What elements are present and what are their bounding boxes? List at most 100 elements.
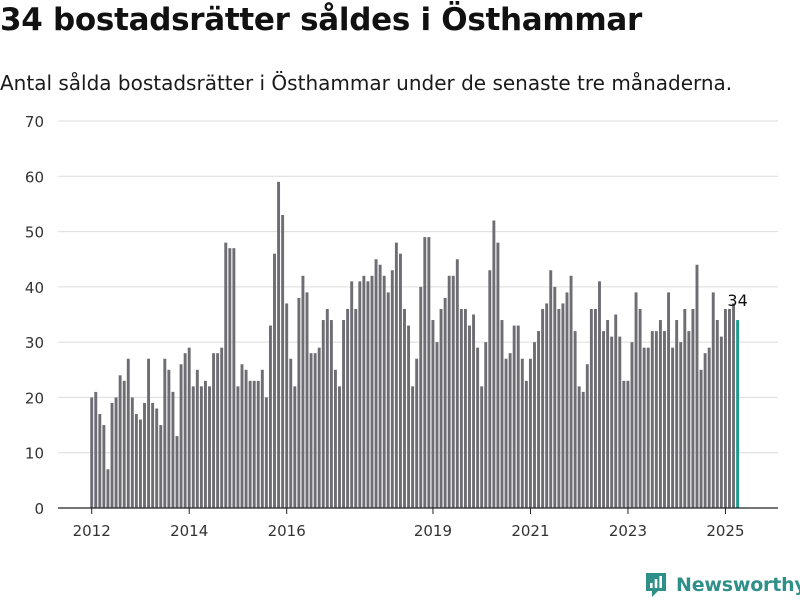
x-tick-label: 2014 [170, 522, 208, 540]
bar-chart: 0 10 20 30 40 50 60 70 2012 2014 2016 2019 2021 2023 2… [25, 113, 778, 540]
bar [573, 331, 577, 508]
bar [232, 248, 236, 508]
bar [658, 320, 662, 508]
x-tick-label: 2012 [73, 522, 111, 540]
bar [94, 391, 98, 508]
bar [187, 347, 191, 508]
bar [500, 320, 504, 508]
bar [667, 292, 671, 508]
bar [350, 281, 354, 508]
bar [329, 320, 333, 508]
bar [122, 380, 126, 508]
bar [293, 386, 297, 508]
brand-name: Newsworthy [676, 574, 800, 596]
bar [390, 270, 394, 508]
bar [565, 292, 569, 508]
bar [175, 436, 179, 508]
bar [228, 248, 232, 508]
bar [589, 308, 593, 508]
bar [297, 297, 301, 508]
x-tick-label: 2023 [609, 522, 647, 540]
bar [447, 275, 451, 508]
bar [468, 325, 471, 508]
bar [224, 242, 228, 508]
bar [496, 242, 500, 508]
bar [492, 220, 496, 508]
bar [707, 347, 711, 508]
bar [598, 281, 601, 508]
bar [545, 303, 549, 508]
bar [459, 308, 463, 508]
bar [199, 386, 203, 508]
bar [126, 358, 130, 508]
bar [650, 331, 654, 508]
bar [90, 397, 94, 508]
bar [622, 380, 626, 508]
bar [179, 364, 183, 508]
bar [313, 353, 317, 508]
bar [528, 358, 532, 508]
bar [138, 419, 142, 508]
bar [427, 237, 431, 508]
bar [346, 308, 350, 508]
bar [273, 253, 276, 508]
bar [711, 292, 715, 508]
bar [569, 275, 573, 508]
bar [488, 270, 492, 508]
highlighted-bar [736, 320, 740, 508]
y-tick-label: 40 [25, 279, 44, 297]
bar [366, 281, 370, 508]
bar [732, 303, 736, 508]
bar [114, 397, 118, 508]
bar [451, 275, 455, 508]
bar [394, 242, 398, 508]
bar [183, 353, 187, 508]
bar [463, 308, 467, 508]
bar [663, 331, 666, 508]
bar [504, 358, 508, 508]
bar [687, 331, 691, 508]
bar [370, 275, 374, 508]
bar [675, 320, 679, 508]
bar [317, 347, 321, 508]
last-value-label: 34 [727, 291, 747, 310]
bar [585, 364, 589, 508]
bar [118, 375, 122, 508]
bar [630, 342, 634, 508]
bar [537, 331, 541, 508]
bar [252, 380, 256, 508]
bar [216, 353, 220, 508]
bar [484, 342, 488, 508]
bar [325, 308, 329, 508]
bar [151, 402, 155, 508]
bar [256, 380, 260, 508]
bar [212, 353, 216, 508]
bar [512, 325, 516, 508]
y-tick-label: 0 [34, 500, 44, 518]
bar [285, 303, 289, 508]
bar [195, 369, 199, 508]
bar [106, 469, 110, 508]
bar [358, 281, 362, 508]
bar [167, 369, 171, 508]
bar [455, 259, 459, 508]
bar [130, 397, 134, 508]
bar [728, 308, 731, 508]
bar [683, 308, 687, 508]
bar [691, 308, 695, 508]
x-tick-label: 2021 [511, 522, 549, 540]
bar [159, 425, 163, 508]
bar [220, 347, 224, 508]
bar [163, 358, 167, 508]
bar [338, 386, 341, 508]
bar [533, 342, 536, 508]
bar [614, 314, 618, 508]
y-tick-label: 20 [25, 389, 44, 407]
bar [248, 380, 252, 508]
bar [398, 253, 402, 508]
bar [443, 297, 447, 508]
bar [581, 391, 585, 508]
page-title: 34 bostadsrätter såldes i Östhammar [0, 2, 642, 38]
y-tick-label: 10 [25, 445, 44, 463]
bar [305, 292, 309, 508]
